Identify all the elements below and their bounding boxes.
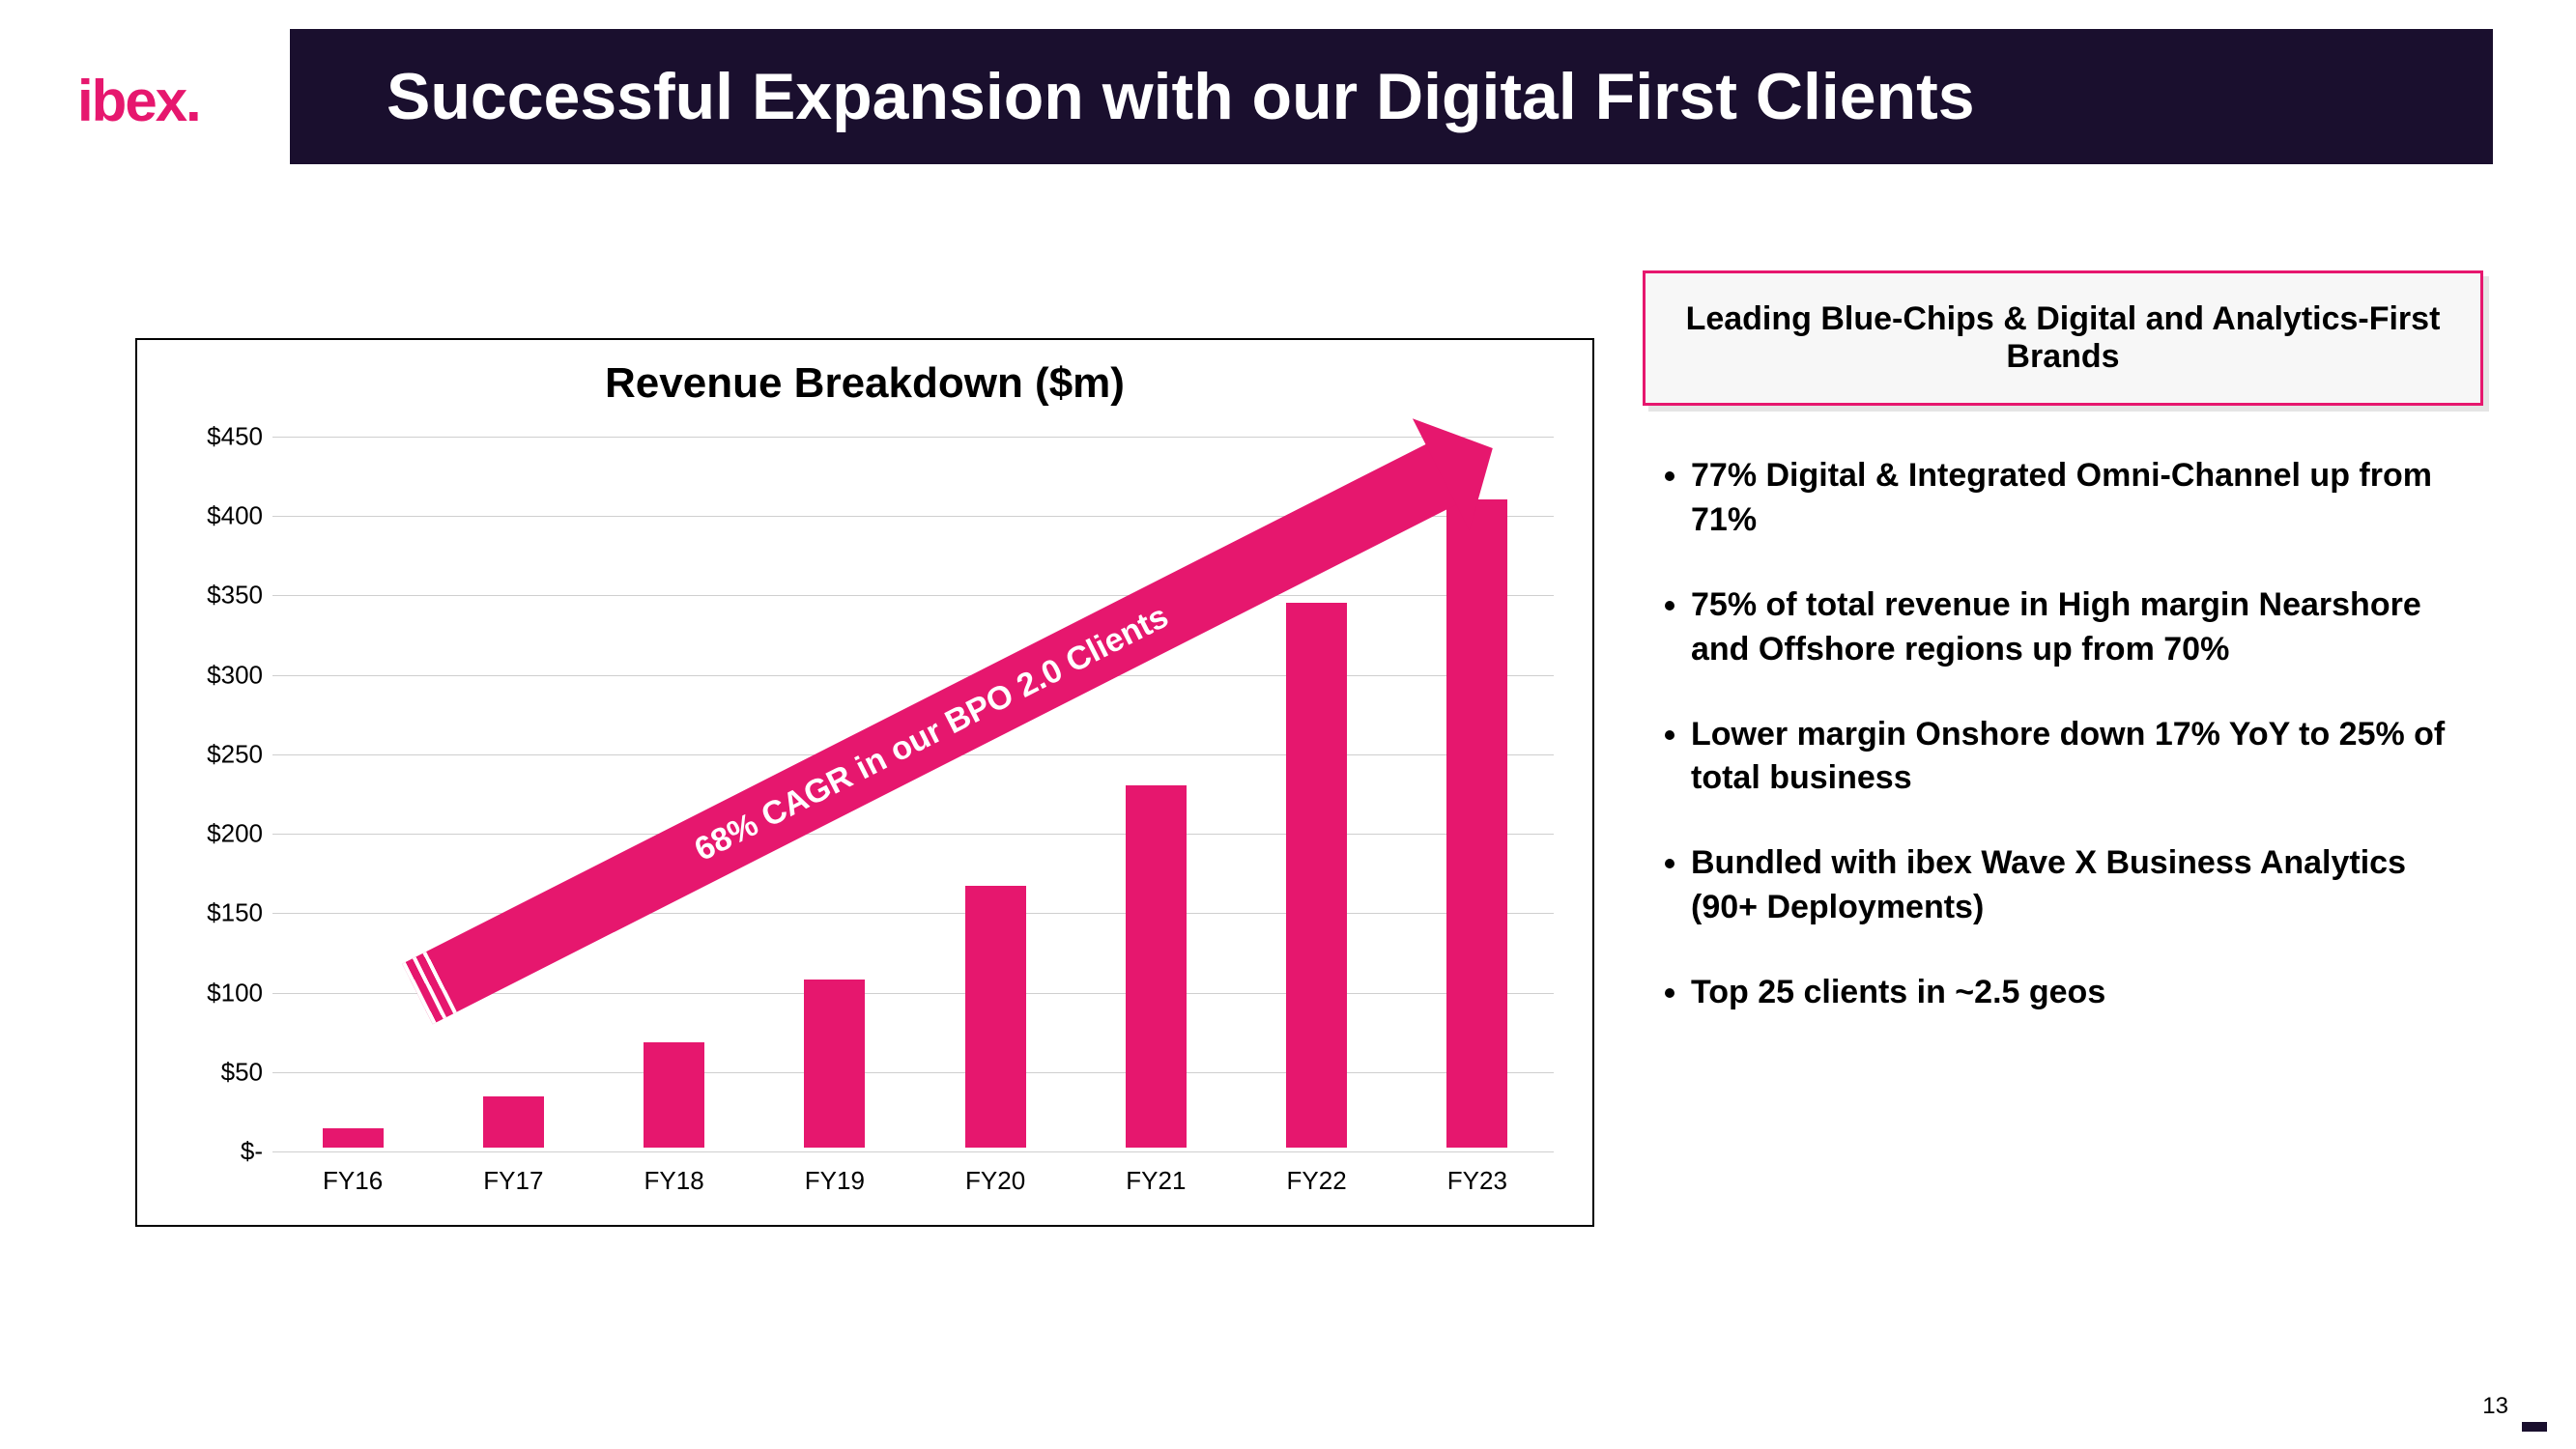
y-axis-label: $350: [157, 581, 263, 611]
chart-title: Revenue Breakdown ($m): [137, 359, 1592, 408]
revenue-chart: Revenue Breakdown ($m) 68% CAGR in our B…: [135, 338, 1594, 1227]
side-panel: Leading Blue-Chips & Digital and Analyti…: [1643, 270, 2483, 1236]
bar: [804, 980, 865, 1148]
x-axis-label: FY17: [483, 1166, 543, 1196]
bar: [644, 1042, 704, 1148]
bar: [1286, 603, 1347, 1148]
bullet-item: Lower margin Onshore down 17% YoY to 25%…: [1691, 713, 2454, 802]
page-number: 13: [2482, 1393, 2508, 1420]
slide-title: Successful Expansion with our Digital Fi…: [386, 59, 1975, 134]
x-axis-label: FY22: [1287, 1166, 1347, 1196]
arrow-stripe-decoration: [402, 951, 458, 1024]
bullet-item: Top 25 clients in ~2.5 geos: [1691, 971, 2454, 1015]
side-panel-bullets: 77% Digital & Integrated Omni-Channel up…: [1643, 406, 2483, 1015]
y-axis-label: $50: [157, 1057, 263, 1087]
x-axis-label: FY19: [805, 1166, 865, 1196]
grid-line: [272, 1151, 1554, 1152]
y-axis-label: $100: [157, 978, 263, 1008]
bar: [323, 1128, 384, 1148]
y-axis-label: $200: [157, 819, 263, 849]
grid-line: [272, 834, 1554, 835]
x-axis-label: FY23: [1447, 1166, 1507, 1196]
x-axis-label: FY21: [1126, 1166, 1186, 1196]
x-axis-label: FY20: [965, 1166, 1025, 1196]
y-axis-label: $250: [157, 739, 263, 769]
bar: [1126, 785, 1187, 1148]
corner-accent: [2522, 1422, 2547, 1432]
y-axis-label: $400: [157, 501, 263, 531]
bullet-item: 77% Digital & Integrated Omni-Channel up…: [1691, 454, 2454, 543]
bar: [965, 886, 1026, 1148]
grid-line: [272, 595, 1554, 596]
y-axis-label: $-: [157, 1137, 263, 1167]
side-panel-header: Leading Blue-Chips & Digital and Analyti…: [1643, 270, 2483, 406]
grid-line: [272, 913, 1554, 914]
x-axis-label: FY16: [323, 1166, 383, 1196]
y-axis-label: $450: [157, 422, 263, 452]
arrow-label: 68% CAGR in our BPO 2.0 Clients: [688, 598, 1174, 869]
brand-logo: ibex.: [77, 68, 200, 134]
x-axis-label: FY18: [644, 1166, 704, 1196]
bar: [1446, 499, 1507, 1148]
y-axis-label: $300: [157, 660, 263, 690]
grid-line: [272, 437, 1554, 438]
chart-plot-area: 68% CAGR in our BPO 2.0 Clients $-$50$10…: [272, 437, 1554, 1148]
bar: [483, 1096, 544, 1148]
grid-line: [272, 1072, 1554, 1073]
bullet-item: Bundled with ibex Wave X Business Analyt…: [1691, 841, 2454, 930]
slide-title-bar: Successful Expansion with our Digital Fi…: [290, 29, 2493, 164]
grid-line: [272, 675, 1554, 676]
y-axis-label: $150: [157, 898, 263, 928]
bullet-item: 75% of total revenue in High margin Near…: [1691, 583, 2454, 672]
